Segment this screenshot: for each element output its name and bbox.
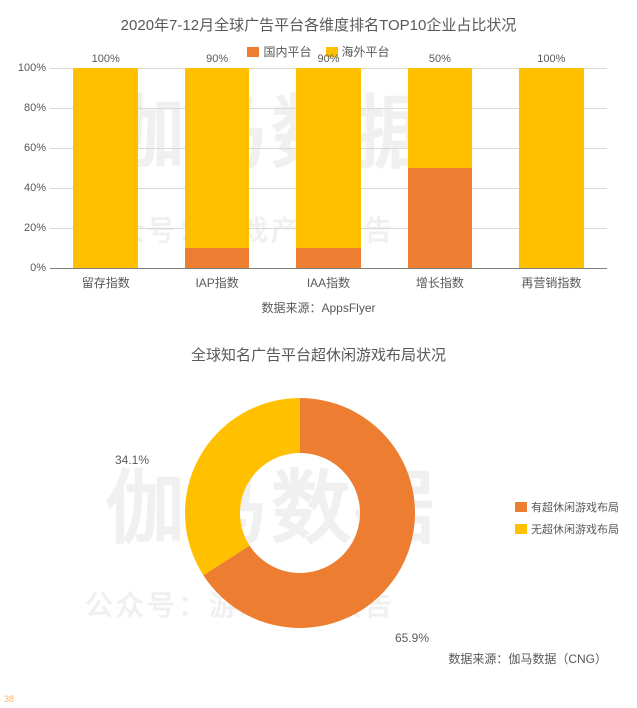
donut-legend: 有超休闲游戏布局 无超休闲游戏布局 — [515, 499, 619, 543]
donut-chart-title: 全球知名广告平台超休闲游戏布局状况 — [0, 344, 637, 365]
bar-value-overseas: 90% — [185, 53, 250, 65]
swatch-pie-0 — [515, 502, 527, 512]
donut-label-0: 65.9% — [395, 631, 429, 645]
bar-stack: 10%90% — [185, 68, 250, 268]
donut-legend-item-1: 无超休闲游戏布局 — [515, 521, 619, 537]
y-tick: 80% — [10, 102, 46, 114]
bars-area: 100%10%90%10%90%50%50%100% — [50, 68, 607, 268]
bar-chart-title: 2020年7-12月全球广告平台各维度排名TOP10企业占比状况 — [0, 14, 637, 35]
bar-seg-domestic: 50% — [408, 168, 473, 268]
donut-chart: 65.9% 34.1% 有超休闲游戏布局 无超休闲游戏布局 数据来源：伽马数据（… — [0, 373, 637, 673]
x-label: 留存指数 — [50, 268, 161, 293]
bar-slot: 100% — [50, 68, 161, 268]
bar-seg-overseas: 100% — [73, 68, 138, 268]
bar-value-overseas: 100% — [519, 53, 584, 65]
x-label: 增长指数 — [384, 268, 495, 293]
bar-seg-overseas: 90% — [296, 68, 361, 248]
bar-slot: 10%90% — [273, 68, 384, 268]
y-tick: 20% — [10, 222, 46, 234]
x-label: IAA指数 — [273, 268, 384, 293]
bar-chart-source: 数据来源：AppsFlyer — [0, 299, 637, 316]
bar-seg-domestic: 10% — [185, 248, 250, 268]
bar-slot: 100% — [496, 68, 607, 268]
donut-legend-item-0: 有超休闲游戏布局 — [515, 499, 619, 515]
bar-seg-domestic: 10% — [296, 248, 361, 268]
donut-slice-1 — [185, 398, 300, 575]
bar-slot: 10%90% — [161, 68, 272, 268]
y-tick: 100% — [10, 62, 46, 74]
donut-label-1: 34.1% — [115, 453, 149, 467]
swatch-pie-1 — [515, 524, 527, 534]
bar-stack: 50%50% — [408, 68, 473, 268]
bar-value-overseas: 90% — [296, 53, 361, 65]
y-tick: 60% — [10, 142, 46, 154]
donut-legend-label-1: 无超休闲游戏布局 — [531, 521, 619, 537]
donut-legend-label-0: 有超休闲游戏布局 — [531, 499, 619, 515]
x-labels: 留存指数IAP指数IAA指数增长指数再营销指数 — [50, 268, 607, 293]
bar-seg-overseas: 100% — [519, 68, 584, 268]
bar-seg-overseas: 50% — [408, 68, 473, 168]
bar-stack: 100% — [73, 68, 138, 268]
x-label: 再营销指数 — [496, 268, 607, 293]
bar-value-overseas: 50% — [408, 53, 473, 65]
bar-stack: 100% — [519, 68, 584, 268]
bar-seg-overseas: 90% — [185, 68, 250, 248]
page-number: 38 — [4, 694, 14, 704]
bar-stack: 10%90% — [296, 68, 361, 268]
y-tick: 40% — [10, 182, 46, 194]
y-axis: 0%20%40%60%80%100% — [10, 68, 50, 268]
bar-slot: 50%50% — [384, 68, 495, 268]
donut-svg — [180, 393, 420, 633]
x-label: IAP指数 — [161, 268, 272, 293]
y-tick: 0% — [10, 262, 46, 274]
donut-chart-source: 数据来源：伽马数据（CNG） — [448, 650, 607, 667]
bar-chart: 0%20%40%60%80%100% 100%10%90%10%90%50%50… — [50, 68, 607, 293]
bar-value-overseas: 100% — [73, 53, 138, 65]
